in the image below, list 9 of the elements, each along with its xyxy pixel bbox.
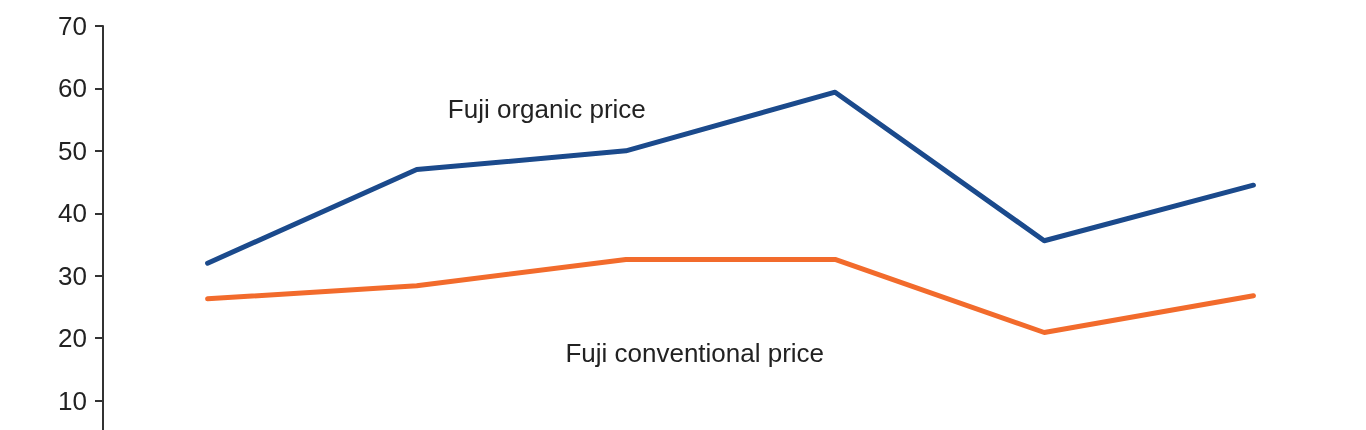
- y-tick-label: 60: [58, 73, 87, 104]
- y-tick-label: 40: [58, 198, 87, 229]
- text: Fuji conventional price: [565, 338, 825, 368]
- y-tick-label: 30: [58, 260, 87, 291]
- y-tick-label: 10: [58, 385, 87, 416]
- y-tick-label: 70: [58, 11, 87, 41]
- y-tick-label: 50: [58, 135, 87, 166]
- series-label: Fuji organic price: [447, 93, 646, 124]
- y-tick-label: 20: [58, 323, 87, 354]
